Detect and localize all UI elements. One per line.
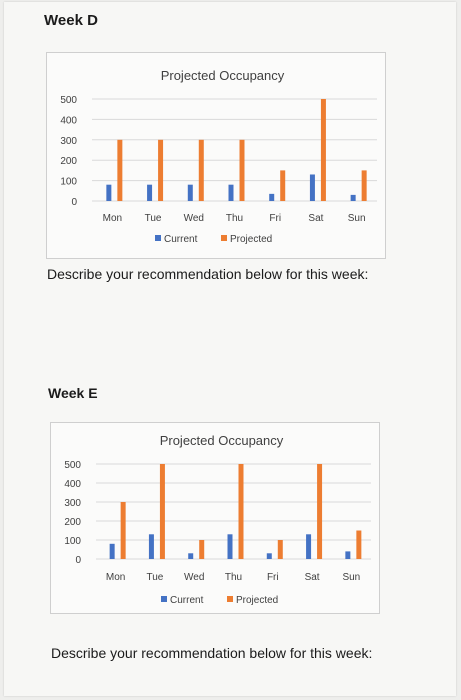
bar-projected-wed xyxy=(199,540,205,559)
bar-current-thu xyxy=(228,184,234,201)
bar-current-sat xyxy=(306,534,312,559)
y-tick-label: 400 xyxy=(60,115,77,126)
bar-current-sun xyxy=(350,194,356,201)
bar-current-fri xyxy=(269,193,275,201)
x-category-label: Wed xyxy=(184,572,204,583)
bar-current-thu xyxy=(227,534,233,559)
x-category-label: Fri xyxy=(267,572,279,583)
x-category-label: Thu xyxy=(225,572,242,583)
bar-projected-thu xyxy=(239,139,245,201)
y-tick-label: 100 xyxy=(60,177,77,188)
week-d-chart-svg: Projected Occupancy 0 100 200 300 400 500 Mon Tu… xyxy=(60,68,377,245)
x-category-label: Sun xyxy=(348,213,366,224)
bar-current-sat xyxy=(309,174,315,201)
legend-swatch-current xyxy=(161,596,167,602)
y-tick-label: 0 xyxy=(71,197,77,208)
legend-swatch-current xyxy=(155,235,161,241)
x-category-label: Sun xyxy=(342,572,360,583)
bar-projected-sat xyxy=(320,99,326,201)
y-tick-label: 300 xyxy=(64,498,81,509)
bar-current-fri xyxy=(266,553,272,559)
week-e-chart: Projected Occupancy 0 100 200 300 400 500 Mon Tu… xyxy=(50,422,380,614)
week-e-chart-svg: Projected Occupancy 0 100 200 300 400 500 Mon Tu… xyxy=(64,433,371,606)
bar-current-wed xyxy=(188,553,194,559)
week-d-heading: Week D xyxy=(44,12,98,29)
legend-label-projected: Projected xyxy=(236,595,278,606)
bar-projected-wed xyxy=(198,139,204,201)
worksheet-page: Week D Projected Occupancy 0 100 200 300 400 5… xyxy=(4,2,456,696)
week-e-heading: Week E xyxy=(48,385,98,401)
bar-current-sun xyxy=(345,551,351,559)
y-tick-label: 0 xyxy=(75,555,81,566)
chart-title: Projected Occupancy xyxy=(160,433,284,448)
y-tick-label: 200 xyxy=(64,517,81,528)
bar-projected-thu xyxy=(238,464,244,559)
y-tick-label: 500 xyxy=(60,95,77,106)
y-tick-label: 300 xyxy=(60,136,77,147)
bar-projected-mon xyxy=(120,502,126,559)
bar-projected-mon xyxy=(117,139,123,201)
legend-label-current: Current xyxy=(164,234,198,245)
bar-current-tue xyxy=(147,184,153,201)
bar-current-tue xyxy=(148,534,154,559)
legend-label-current: Current xyxy=(170,595,204,606)
bar-projected-sat xyxy=(317,464,323,559)
week-e-recommendation-prompt: Describe your recommendation below for t… xyxy=(51,645,373,661)
y-tick-label: 500 xyxy=(64,460,81,471)
bar-current-mon xyxy=(109,543,115,559)
x-category-label: Mon xyxy=(106,572,125,583)
bar-projected-tue xyxy=(158,139,164,201)
chart-title: Projected Occupancy xyxy=(161,68,285,83)
bar-projected-fri xyxy=(280,170,286,201)
x-category-label: Sat xyxy=(308,213,323,224)
x-category-label: Fri xyxy=(269,213,281,224)
x-category-label: Sat xyxy=(305,572,320,583)
week-d-recommendation-prompt: Describe your recommendation below for t… xyxy=(47,266,369,282)
legend-swatch-projected xyxy=(221,235,227,241)
legend-label-projected: Projected xyxy=(230,234,272,245)
y-tick-label: 100 xyxy=(64,536,81,547)
bar-current-mon xyxy=(106,184,112,201)
bar-projected-sun xyxy=(356,530,362,559)
legend-swatch-projected xyxy=(227,596,233,602)
bar-projected-fri xyxy=(277,540,283,559)
x-category-label: Thu xyxy=(226,213,243,224)
bar-current-wed xyxy=(187,184,193,201)
y-tick-label: 200 xyxy=(60,156,77,167)
y-tick-label: 400 xyxy=(64,479,81,490)
x-category-label: Tue xyxy=(146,572,163,583)
bar-projected-sun xyxy=(361,170,367,201)
x-category-label: Mon xyxy=(103,213,122,224)
bar-projected-tue xyxy=(159,464,165,559)
x-category-label: Tue xyxy=(145,213,162,224)
week-d-chart: Projected Occupancy 0 100 200 300 400 500 Mon Tu… xyxy=(46,52,386,259)
x-category-label: Wed xyxy=(184,213,204,224)
